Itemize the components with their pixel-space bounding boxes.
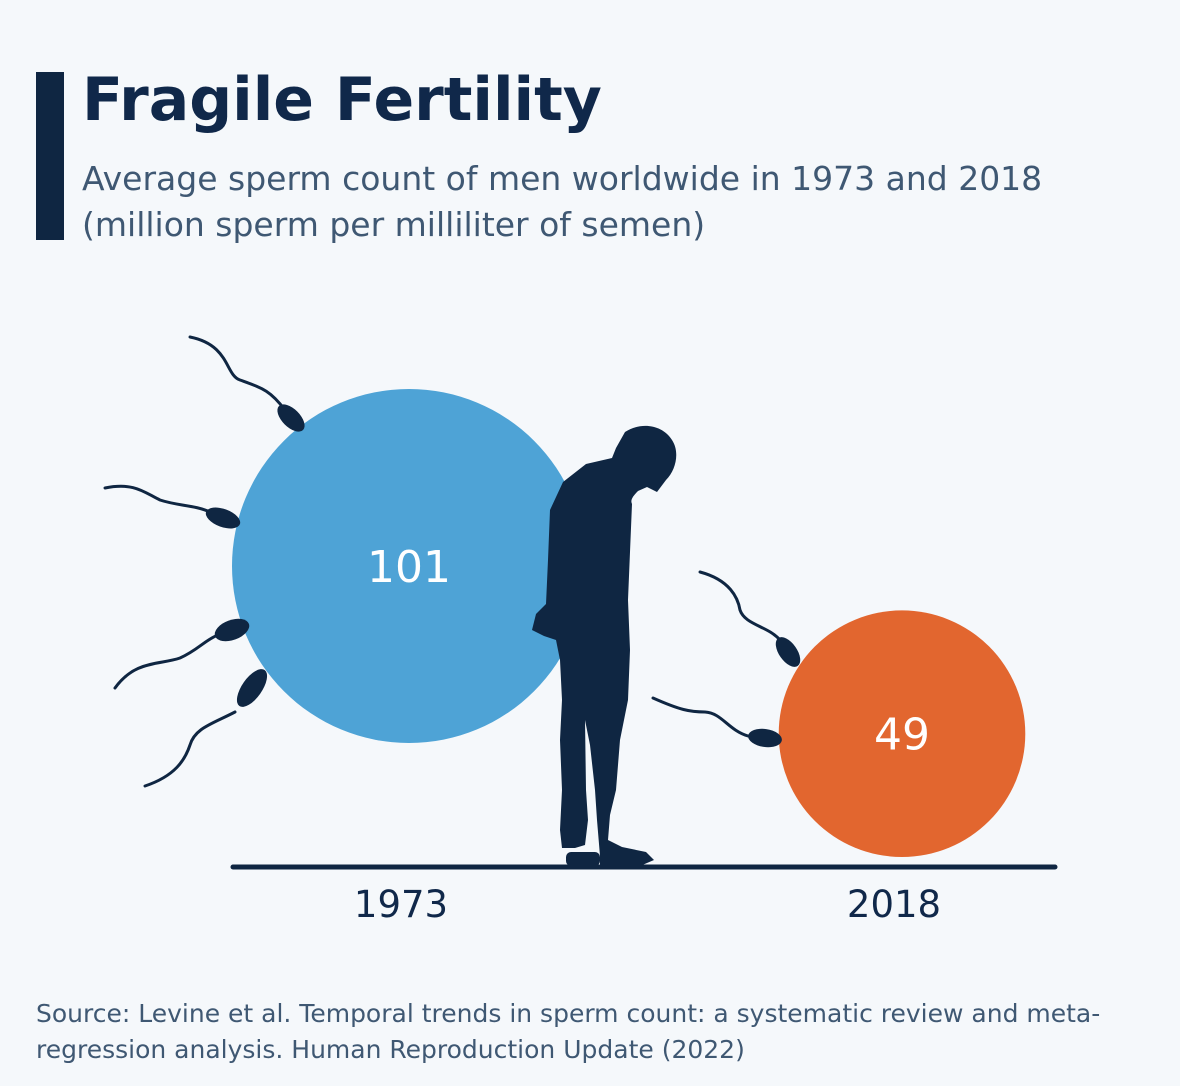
page-title: Fragile Fertility bbox=[82, 65, 602, 135]
sperm-icon-6 bbox=[651, 696, 782, 748]
sperm-icon-3 bbox=[113, 618, 250, 690]
man-looking-down-icon bbox=[532, 425, 677, 866]
bubble-2018 bbox=[778, 610, 1026, 857]
page-subtitle: Average sperm count of men worldwide in … bbox=[82, 159, 1043, 244]
source-note: Source: Levine et al. Temporal trends in… bbox=[36, 999, 1101, 1064]
sperm-icon-5 bbox=[698, 570, 801, 667]
bubbles-layer bbox=[232, 389, 1026, 857]
title-accent-bar bbox=[36, 72, 64, 240]
category-label-2018: 2018 bbox=[847, 883, 941, 926]
sperm-icon-1 bbox=[188, 335, 305, 432]
value-label-1973: 101 bbox=[367, 542, 451, 593]
category-label-1973: 1973 bbox=[354, 883, 448, 926]
category-labels-layer: 1973 2018 bbox=[354, 883, 941, 926]
sperm-icon-4 bbox=[143, 669, 268, 788]
value-label-2018: 49 bbox=[874, 710, 930, 761]
bubble-1973 bbox=[232, 389, 586, 743]
value-labels-layer: 101 49 bbox=[367, 542, 930, 761]
sperm-icon-2 bbox=[103, 484, 241, 529]
